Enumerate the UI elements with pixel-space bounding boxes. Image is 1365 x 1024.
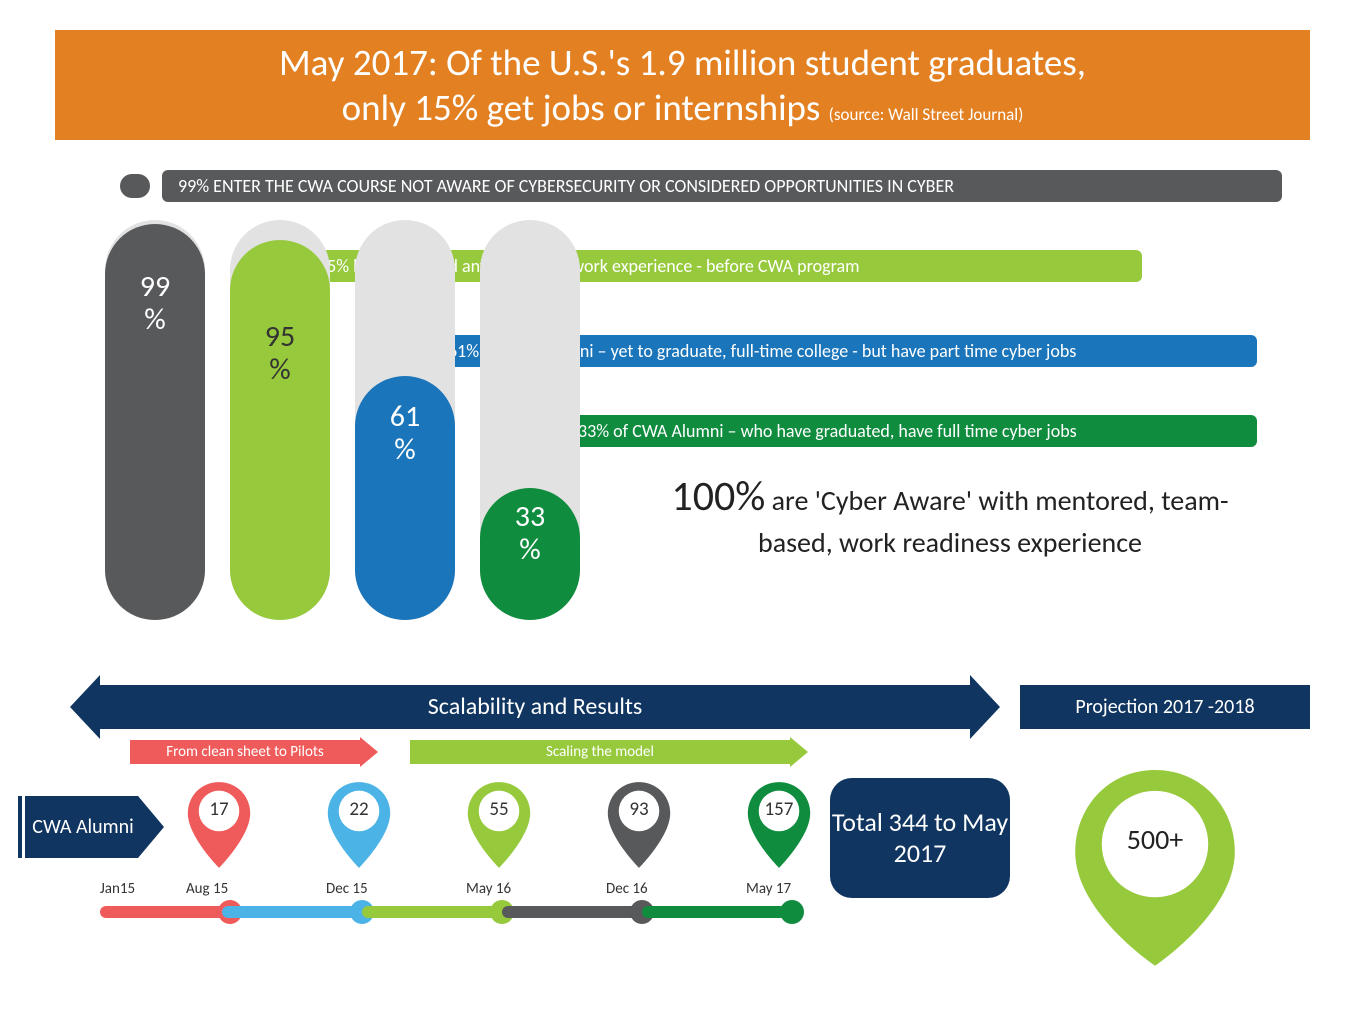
header-line1: May 2017: Of the U.S.'s 1.9 million stud… [75,40,1290,85]
pin-value: 93 [600,798,678,821]
bar-label: 99% [105,270,205,336]
stat-row-3: 33% of CWA Alumni – who have graduated, … [520,415,1257,447]
stat-row-0: 99% ENTER THE CWA COURSE NOT AWARE OF CY… [120,170,1282,202]
stat-label: 99% ENTER THE CWA COURSE NOT AWARE OF CY… [162,170,1282,202]
timeline-pin: 55 [460,778,538,872]
bar-fill [230,240,330,620]
timeline-segment [642,906,792,918]
pin-value: 17 [180,798,258,821]
timeline-pin: 93 [600,778,678,872]
pin-date: Dec 16 [606,880,648,898]
pin-value: 157 [740,798,818,821]
timeline-start-date: Jan15 [100,880,135,898]
summary-big: 100% [671,471,765,522]
projection-value: 500+ [1060,822,1250,857]
total-box: Total 344 to May 2017 [830,778,1010,898]
projection-pin: 500+ [1060,760,1250,970]
header-line2: only 15% get jobs or internships [342,85,821,130]
header-line2-wrap: only 15% get jobs or internships (source… [75,85,1290,130]
bar-label: 61% [355,400,455,466]
bar-label: 33% [480,500,580,566]
pin-date: May 16 [466,880,511,898]
phase-arrow-1: Scaling the model [410,740,790,764]
projection-label: Projection 2017 -2018 [1020,685,1310,729]
timeline-dot-icon [780,900,804,924]
summary-rest: are 'Cyber Aware' with mentored, team-ba… [758,483,1229,560]
timeline-pin: 157 [740,778,818,872]
timeline-segment [100,906,230,918]
header-banner: May 2017: Of the U.S.'s 1.9 million stud… [55,30,1310,140]
pin-date: Dec 15 [326,880,368,898]
bar-label: 95% [230,320,330,386]
phase-arrow-0: From clean sheet to Pilots [130,740,360,764]
timeline-pin: 22 [320,778,398,872]
timeline-segment [222,906,362,918]
summary-text: 100% are 'Cyber Aware' with mentored, te… [640,470,1260,561]
header-source: (source: Wall Street Journal) [829,104,1024,125]
pin-date: Aug 15 [186,880,228,898]
pin-date: May 17 [746,880,791,898]
scalability-title: Scalability and Results [428,692,643,721]
cwa-alumni-arrow: CWA Alumni [28,796,138,858]
total-text: Total 344 to May 2017 [830,807,1010,869]
timeline-segment [502,906,642,918]
timeline-segment [362,906,502,918]
scalability-arrow: Scalability and Results [100,685,970,729]
stat-dot-icon [120,174,150,198]
alumni-stripes-icon [18,796,28,858]
stat-label: 33% of CWA Alumni – who have graduated, … [562,415,1257,447]
alumni-label: CWA Alumni [32,816,133,838]
phase-arrowhead-icon [360,737,378,767]
pin-value: 55 [460,798,538,821]
pin-value: 22 [320,798,398,821]
timeline-pin: 17 [180,778,258,872]
phase-arrowhead-icon [790,737,808,767]
